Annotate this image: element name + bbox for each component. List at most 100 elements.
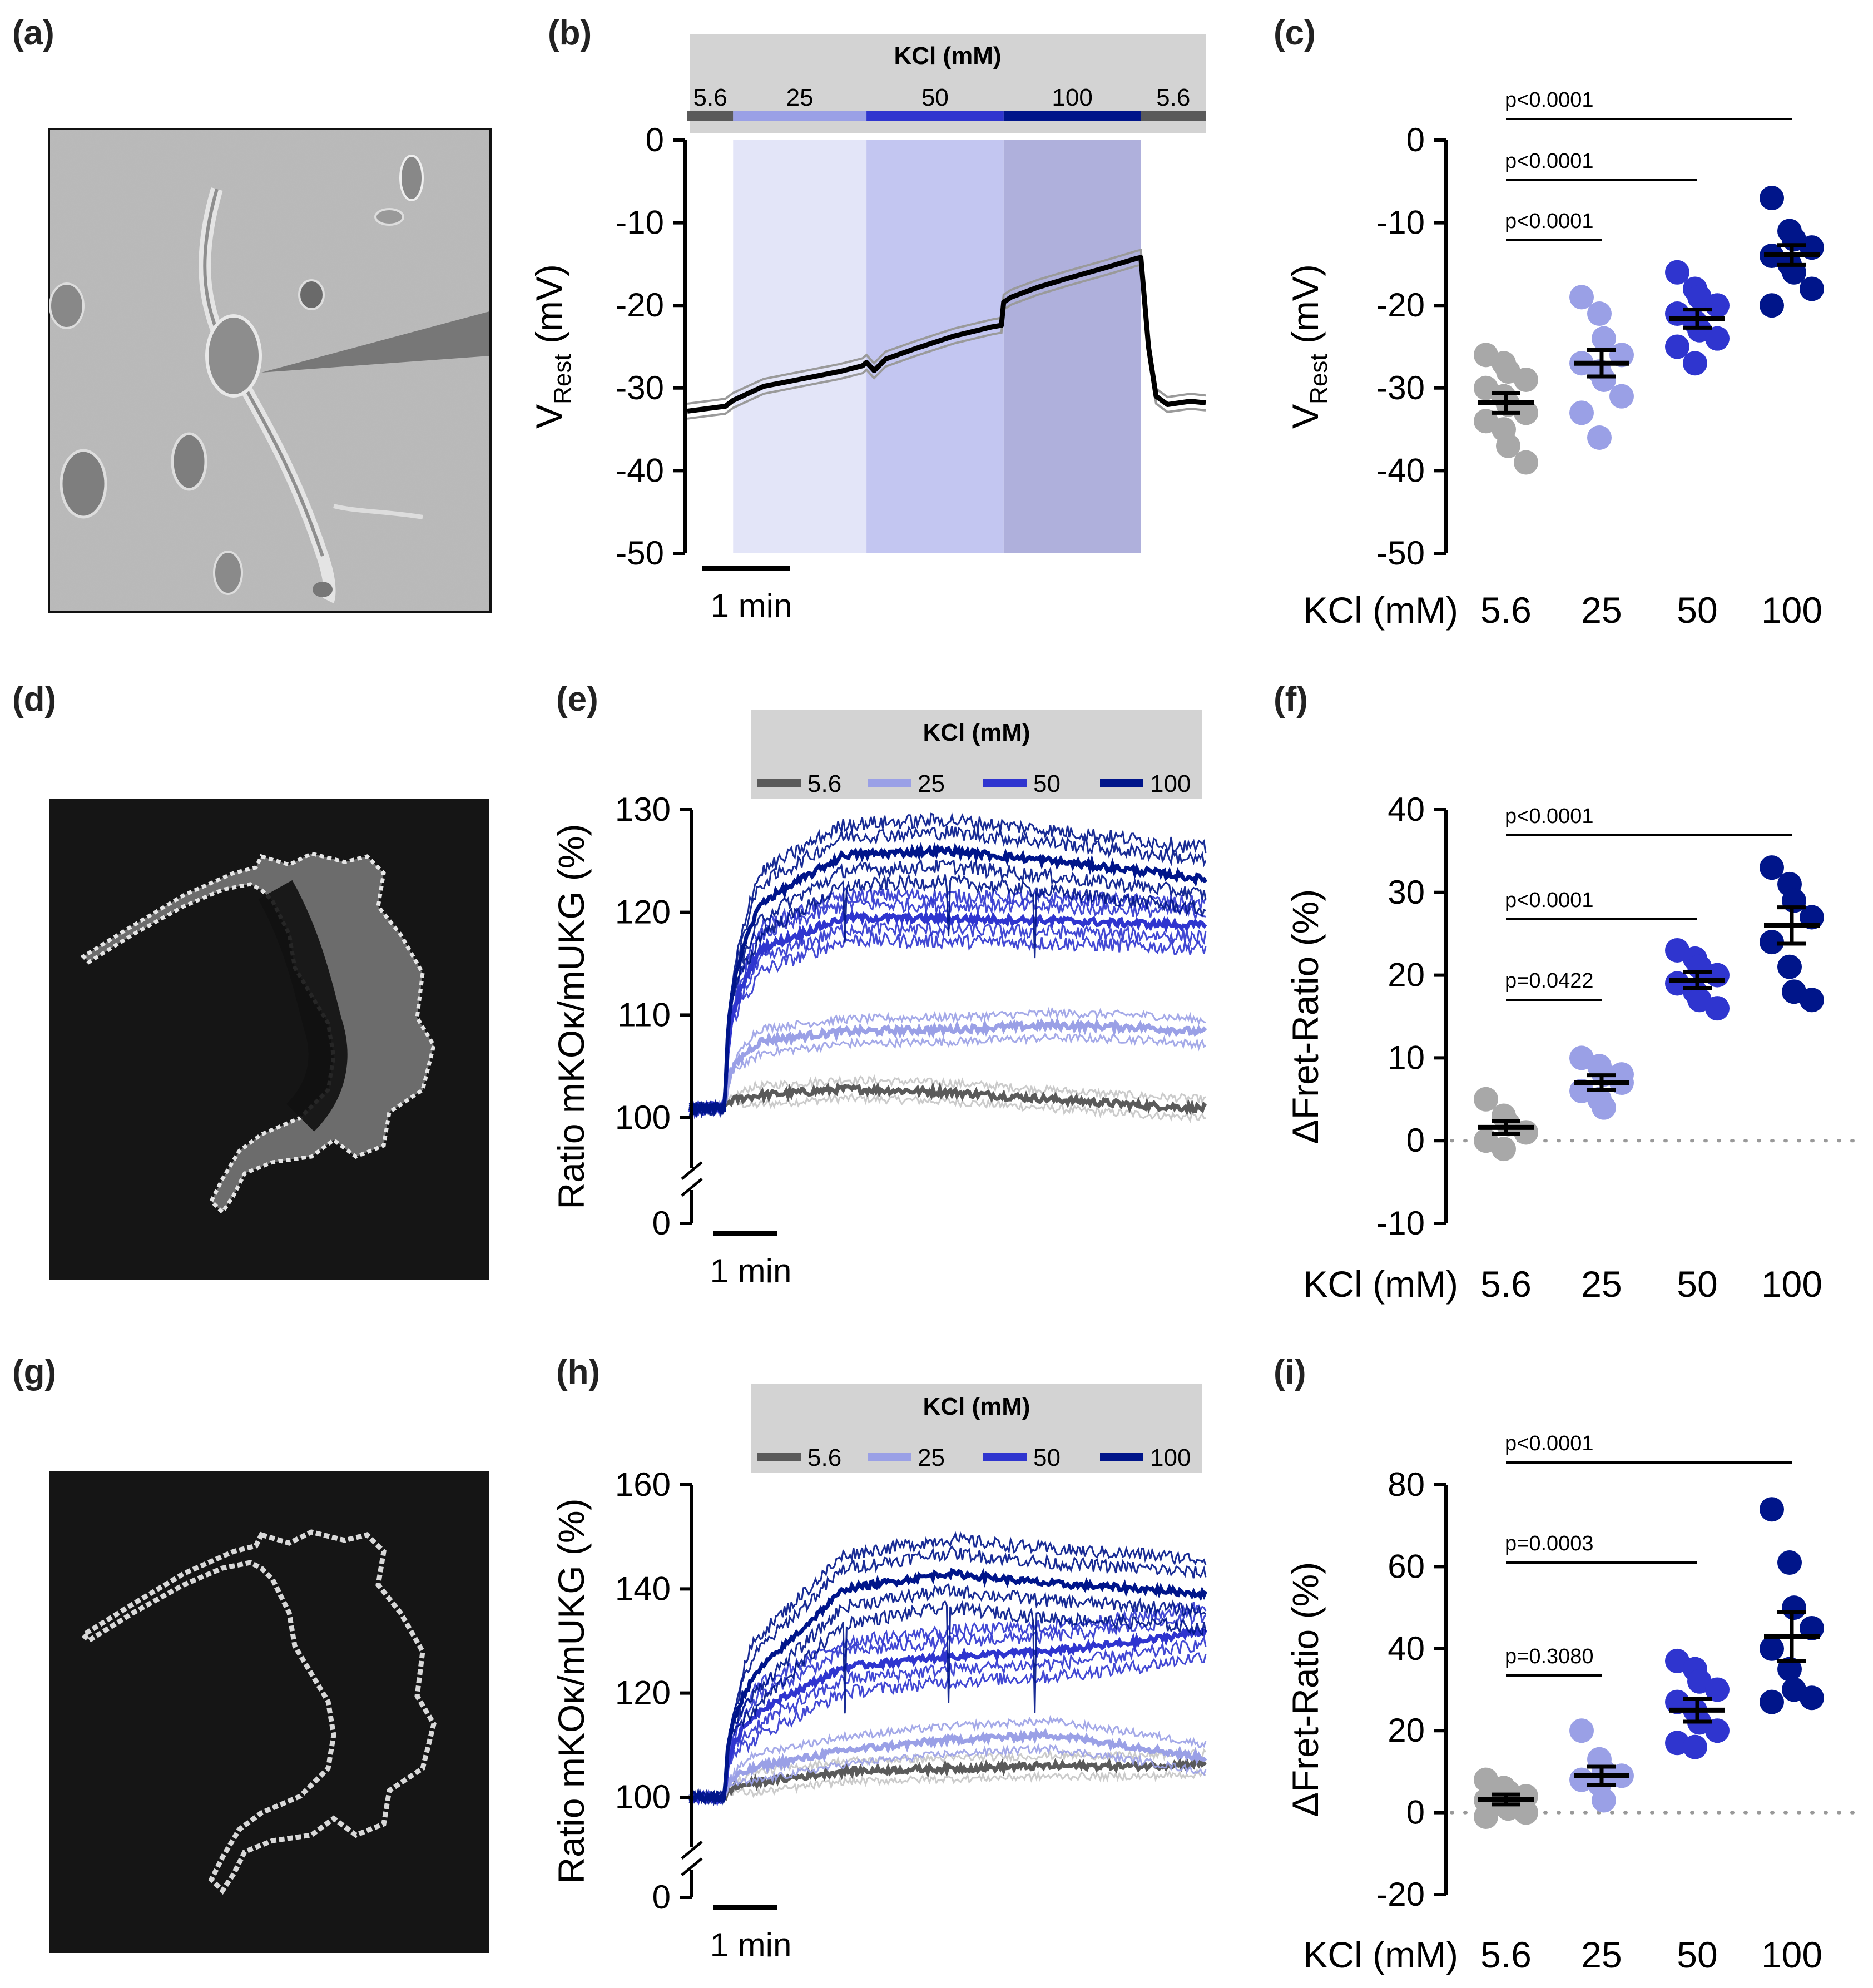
scale-bar-label-e: 1 min: [710, 1252, 792, 1290]
panel-label-a: (a): [12, 14, 54, 52]
shaded-period-50: [866, 140, 1004, 553]
data-point-i: [1569, 1718, 1594, 1743]
scale-bar-label-b: 1 min: [711, 587, 792, 624]
timeline-segment-5.6: [687, 111, 734, 121]
y-tick-label-e: 130: [615, 791, 671, 828]
plot-e: 0 100 110 120 130 Ratio mKOκ/mUKG (%) 1 min: [551, 791, 1208, 1290]
x-axis-label-i: KCl (mM): [1303, 1934, 1458, 1975]
replicate-trace-h-25: [688, 1714, 1207, 1804]
timeline-title: KCl (mM): [894, 42, 1001, 70]
data-point-c: [1569, 285, 1594, 310]
data-point-c: [1587, 301, 1612, 326]
y-tick-label-h: 100: [615, 1778, 671, 1816]
replicate-trace-h-100: [688, 1600, 1207, 1806]
timeline-label-5.6: 5.6: [1156, 84, 1190, 111]
timeline-label-50: 50: [921, 84, 949, 111]
replicate-trace-e-100: [688, 825, 1207, 1118]
data-point-f: [1705, 996, 1730, 1021]
data-point-c: [1592, 367, 1616, 392]
data-point-c: [1760, 186, 1784, 211]
data-point-i: [1760, 1689, 1784, 1714]
y-tick-label-b: -40: [616, 452, 664, 489]
data-point-i: [1705, 1677, 1730, 1702]
p-value-c: p<0.0001: [1505, 150, 1594, 173]
replicate-trace-e-100: [688, 859, 1207, 1117]
mean-trace-e-25: [687, 1017, 1207, 1116]
y-axis-label-i: ΔFret-Ratio (%): [1285, 1562, 1326, 1817]
replicate-trace-e-100: [688, 812, 1207, 1119]
fluorescence-image-d: [49, 799, 489, 1280]
plot-i: 80 60 40 20 0 -20 5.6 25 50 100 KCl (mM) p<0.0001 p=…: [1285, 1432, 1859, 1975]
axis-break-e: [681, 1161, 703, 1180]
x-tick-label-f: 50: [1677, 1263, 1717, 1305]
data-point-c: [1609, 384, 1634, 409]
y-tick-label-f: 0: [1406, 1122, 1425, 1159]
data-point-c: [1665, 260, 1689, 285]
y-tick-label-b: -30: [616, 369, 664, 406]
data-point-c: [1514, 367, 1538, 392]
data-point-f: [1800, 988, 1824, 1013]
x-tick-label-f: 100: [1761, 1263, 1822, 1305]
y-tick-label-c: -10: [1376, 204, 1425, 241]
p-value-f: p<0.0001: [1505, 805, 1594, 828]
x-tick-label-c: 50: [1677, 589, 1717, 631]
legend-label-50: 50: [1033, 1444, 1061, 1471]
mean-trace-h-100: [687, 1568, 1208, 1806]
data-point-c: [1665, 334, 1689, 359]
shaded-period-100: [1003, 140, 1141, 553]
y-tick-label-h: 0: [652, 1878, 671, 1916]
mean-trace-b: [687, 255, 1206, 414]
timeline-segment-100: [1003, 111, 1141, 121]
p-value-c: p<0.0001: [1505, 210, 1594, 233]
panel-label-g: (g): [12, 1353, 56, 1391]
fluorescence-image-g: [49, 1471, 489, 1953]
y-tick-label-f: 20: [1388, 956, 1425, 994]
data-point-i: [1592, 1788, 1616, 1813]
data-point-i: [1782, 1595, 1806, 1620]
data-point-f: [1777, 954, 1802, 979]
data-point-i: [1514, 1800, 1538, 1825]
y-tick-label-b: -10: [616, 204, 664, 241]
mean-trace-h-25: [688, 1727, 1207, 1803]
data-point-i: [1777, 1657, 1802, 1682]
data-point-c: [1800, 276, 1824, 301]
y-tick-label-f: 40: [1388, 791, 1425, 828]
plot-b: 0 -10 -20 -30 -40 -50 VRest (mV) 1 min: [528, 121, 1206, 624]
data-point-f: [1705, 963, 1730, 988]
timeline-label-5.6: 5.6: [693, 84, 727, 111]
data-point-c: [1705, 293, 1730, 318]
legend-e: KCl (mM) 5.6 25 50 100: [751, 710, 1202, 799]
y-tick-label-e: 100: [615, 1099, 671, 1136]
replicate-trace-h-100: [688, 1531, 1207, 1806]
mean-trace-e-5.6: [688, 1081, 1207, 1116]
data-point-i: [1760, 1636, 1784, 1661]
x-tick-label-f: 25: [1581, 1263, 1622, 1305]
timeline-bar-b: KCl (mM) 5.6 25 50 100 5.6: [687, 34, 1206, 133]
panel-label-b: (b): [548, 14, 592, 52]
y-tick-label-f: 30: [1388, 874, 1425, 911]
x-tick-label-c: 100: [1761, 589, 1822, 631]
y-tick-label-f: 10: [1388, 1039, 1425, 1076]
data-point-i: [1474, 1804, 1498, 1829]
x-axis-label-c: KCl (mM): [1303, 589, 1458, 631]
y-tick-label-e: 110: [617, 996, 671, 1033]
plot-h: 0 100 120 140 160 Ratio mKOκ/mUKG (%) 1 min: [551, 1466, 1208, 1964]
y-tick-label-c: -40: [1376, 452, 1425, 489]
y-tick-label-c: -20: [1376, 286, 1425, 324]
replicate-trace-e-5.6: [688, 1093, 1206, 1123]
y-tick-label-h: 160: [615, 1466, 671, 1503]
y-tick-label-i: -20: [1376, 1876, 1425, 1913]
data-point-i: [1683, 1734, 1707, 1759]
p-value-i: p<0.0001: [1505, 1432, 1594, 1455]
x-axis-label-f: KCl (mM): [1303, 1263, 1458, 1305]
x-tick-label-i: 5.6: [1480, 1934, 1532, 1975]
y-axis-label-f: ΔFret-Ratio (%): [1285, 889, 1326, 1144]
y-tick-label-i: 80: [1388, 1466, 1425, 1503]
y-tick-label-h: 120: [615, 1674, 671, 1712]
data-point-f: [1760, 930, 1784, 955]
x-tick-label-i: 100: [1761, 1934, 1822, 1975]
replicate-trace-e-100: [688, 873, 1206, 1119]
data-point-c: [1587, 425, 1612, 450]
